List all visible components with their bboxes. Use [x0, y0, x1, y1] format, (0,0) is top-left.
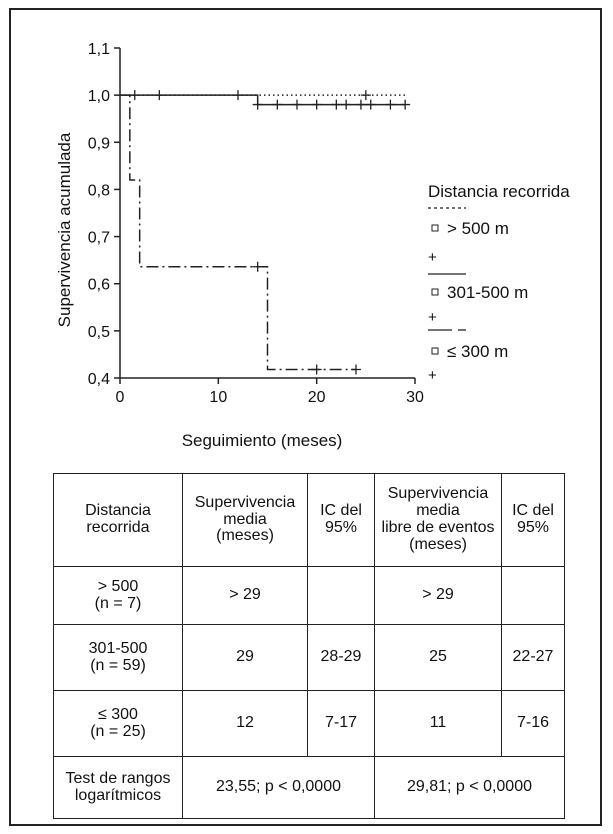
table-cell: ≤ 300 (n = 25) [53, 690, 183, 757]
table-cell: 11 [374, 690, 502, 757]
censor-mark [365, 99, 376, 110]
table-cell: Test de rangos logarítmicos [53, 756, 183, 819]
chart-legend: Distancia recorrida > 500 m 301-500 m ≤ 300… [428, 182, 570, 384]
censor-mark [331, 99, 342, 110]
x-tick-label: 20 [308, 389, 326, 406]
table-row: ≤ 300 (n = 25) 12 7-17 11 7-16 [53, 690, 565, 757]
censor-mark [400, 99, 411, 110]
table-header-cell: IC del 95% [501, 473, 565, 567]
chart-censor-marks [129, 90, 411, 375]
legend-title: Distancia recorrida [428, 182, 570, 201]
legend-label: ≤ 300 m [447, 342, 508, 361]
survival-table: Distancia recorrida Supervivencia media … [53, 473, 565, 819]
censor-mark [233, 90, 243, 101]
table-cell: 25 [374, 624, 502, 691]
table-cell: 29 [182, 624, 308, 691]
table-cell: 23,55; p < 0,0000 [182, 756, 375, 819]
table-cell: 28-29 [307, 624, 375, 691]
x-tick-label: 30 [406, 389, 424, 406]
censor-mark [252, 99, 263, 110]
x-tick-label: 10 [209, 389, 227, 406]
y-tick-label: 0,9 [88, 135, 110, 152]
censor-mark [272, 99, 283, 110]
y-tick-label: 0,6 [88, 277, 110, 294]
y-axis-label: Supervivencia acumulada [55, 132, 74, 327]
legend-censor-marker: + [428, 367, 437, 384]
table-header-cell: IC del 95% [307, 473, 375, 567]
table-row: > 500 (n = 7) > 29 > 29 [53, 566, 565, 625]
y-tick-label: 1,0 [88, 88, 110, 105]
censor-mark [385, 99, 396, 110]
table-cell: > 29 [182, 566, 308, 625]
censor-mark [292, 99, 302, 110]
x-axis-label: Seguimiento (meses) [182, 431, 343, 450]
series-line-1 [120, 94, 406, 106]
y-tick-label: 0,5 [88, 324, 110, 341]
table-cell: 22-27 [501, 624, 565, 691]
legend-swatch [431, 288, 439, 296]
table-cell: 7-17 [307, 690, 375, 757]
legend-swatch [431, 224, 439, 232]
censor-mark [360, 90, 371, 101]
censor-mark [351, 364, 361, 375]
table-cell [307, 566, 375, 625]
censor-mark [252, 261, 263, 272]
table-cell: > 500 (n = 7) [53, 566, 183, 625]
chart-axes [114, 47, 416, 384]
table-cell: 12 [182, 690, 308, 757]
survival-chart: 0,4 0,5 0,6 0,7 0,8 0,9 1,0 1,1 0 10 20 30 Seguimie… [55, 41, 570, 450]
table-header-cell: Supervivencia media (meses) [182, 473, 308, 567]
table-cell [501, 566, 565, 625]
censor-mark [154, 90, 165, 101]
censor-mark [311, 364, 322, 375]
figure-frame [9, 8, 602, 826]
censor-mark [341, 99, 352, 110]
censor-mark [129, 90, 140, 101]
x-tick-label: 0 [116, 389, 125, 406]
y-tick-label: 0,8 [88, 182, 110, 199]
table-header-cell: Supervivencia media libre de eventos (me… [374, 473, 502, 567]
table-header-row: Distancia recorrida Supervivencia media … [53, 473, 565, 567]
censor-mark [311, 99, 322, 110]
table-row: 301-500 (n = 59) 29 28-29 25 22-27 [53, 624, 565, 691]
table-header-cell: Distancia recorrida [53, 473, 183, 567]
series-line-2 [120, 94, 356, 371]
censor-mark [355, 99, 366, 110]
table-cell: > 29 [374, 566, 502, 625]
y-tick-label: 0,7 [88, 230, 110, 247]
table-cell: 29,81; p < 0,0000 [374, 756, 565, 819]
legend-swatch [431, 347, 439, 355]
table-cell: 7-16 [501, 690, 565, 757]
y-tick-label: 0,4 [88, 371, 110, 388]
y-tick-label: 1,1 [88, 41, 110, 58]
legend-label: 301-500 m [447, 283, 528, 302]
table-footer-row: Test de rangos logarítmicos 23,55; p < 0… [53, 756, 565, 819]
legend-censor-marker: + [428, 249, 437, 266]
chart-tick-labels: 0,4 0,5 0,6 0,7 0,8 0,9 1,0 1,1 0 10 20 30 [88, 41, 424, 406]
legend-censor-marker: + [428, 309, 437, 326]
legend-label: > 500 m [447, 219, 509, 238]
table-cell: 301-500 (n = 59) [53, 624, 183, 691]
chart-curves [120, 94, 406, 371]
